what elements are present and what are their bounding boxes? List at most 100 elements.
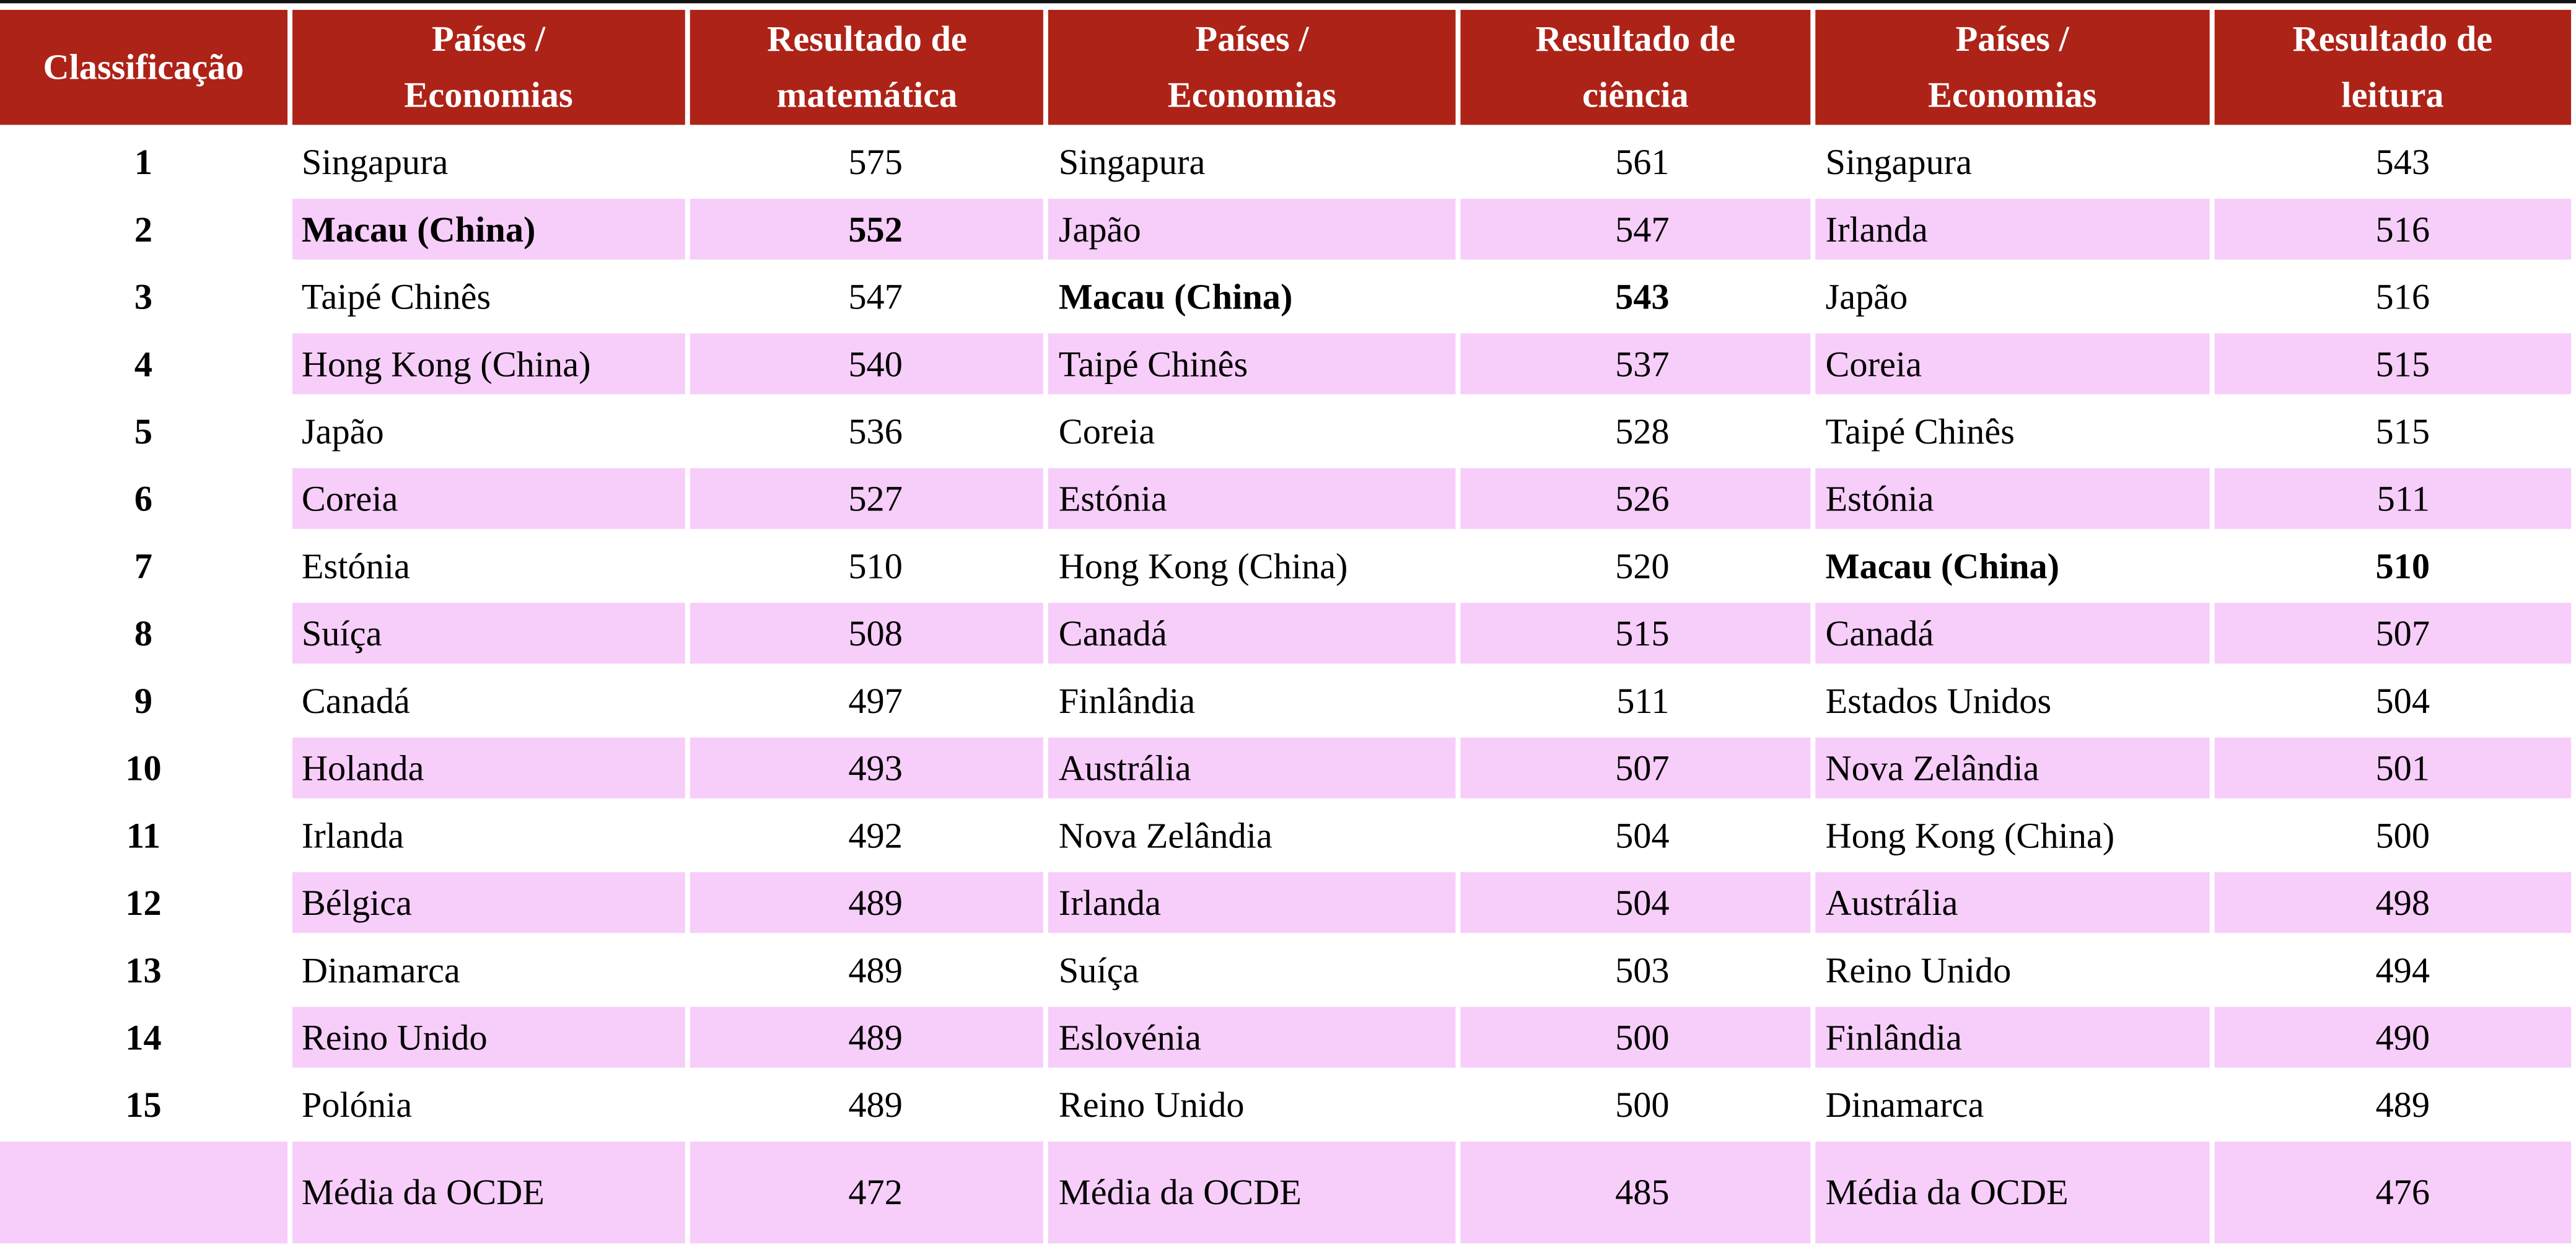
score-cell: 497 bbox=[848, 679, 903, 720]
table-row: 12 Bélgica 489 Irlanda 504 Austrália 498 bbox=[0, 872, 2572, 933]
country-cell: Suíça bbox=[291, 603, 686, 664]
rank-cell: 1 bbox=[134, 140, 153, 182]
country-cell: Dinamarca bbox=[301, 948, 460, 990]
country-cell: Nova Zelândia bbox=[1815, 737, 2209, 798]
country-cell: Polónia bbox=[301, 1083, 413, 1125]
country-cell: Austrália bbox=[1048, 737, 1456, 798]
header-sci-score: Resultado de ciência bbox=[1460, 9, 1811, 125]
score-cell: 489 bbox=[848, 948, 903, 990]
header-row: Classificação Países / Economias Resultad… bbox=[0, 9, 2572, 125]
score-cell: 508 bbox=[690, 603, 1044, 664]
rank-cell: 6 bbox=[134, 477, 153, 518]
score-cell: 575 bbox=[848, 140, 903, 182]
top-rule bbox=[0, 0, 2576, 4]
score-cell: 515 bbox=[2214, 333, 2572, 395]
country-cell: Suíça bbox=[1058, 948, 1139, 990]
score-cell: 504 bbox=[1615, 813, 1670, 855]
country-cell: Taipé Chinês bbox=[1825, 409, 2015, 451]
country-cell: Finlândia bbox=[1058, 679, 1196, 720]
score-cell: 493 bbox=[690, 737, 1044, 798]
country-cell: Finlândia bbox=[1815, 1007, 2209, 1068]
country-cell: Hong Kong (China) bbox=[291, 333, 686, 395]
ranking-table: Classificação Países / Economias Resultad… bbox=[0, 3, 2576, 1250]
score-cell: 561 bbox=[1615, 140, 1670, 182]
table-row: 1 Singapura 575 Singapura 561 Singapura 543 bbox=[0, 131, 2571, 192]
oecd-average-row: Média da OCDE 472 Média da OCDE 485 Média da… bbox=[0, 1142, 2572, 1244]
rank-cell: 2 bbox=[134, 208, 153, 249]
score-cell: 543 bbox=[1615, 275, 1670, 317]
score-cell: 537 bbox=[1460, 333, 1811, 395]
header-read-score: Resultado de leitura bbox=[2214, 9, 2572, 125]
score-cell: 507 bbox=[2214, 603, 2572, 664]
score-cell: 500 bbox=[2375, 813, 2430, 855]
country-cell: Estados Unidos bbox=[1825, 679, 2052, 720]
score-cell: 472 bbox=[690, 1142, 1044, 1244]
score-cell: 489 bbox=[690, 1007, 1044, 1068]
country-cell: Macau (China) bbox=[1058, 275, 1293, 317]
rank-cell: 3 bbox=[134, 275, 153, 317]
country-cell: Bélgica bbox=[291, 872, 686, 933]
country-cell: Reino Unido bbox=[1058, 1083, 1245, 1125]
country-cell: Canadá bbox=[1815, 603, 2209, 664]
score-cell: 500 bbox=[1615, 1083, 1670, 1125]
score-cell: 528 bbox=[1615, 409, 1670, 451]
score-cell: 520 bbox=[1615, 544, 1670, 586]
country-cell: Média da OCDE bbox=[1048, 1142, 1456, 1244]
rank-cell: 14 bbox=[125, 1016, 162, 1057]
table-row: 7 Estónia 510 Hong Kong (China) 520 Macau (Ch… bbox=[0, 535, 2571, 596]
rank-cell: 13 bbox=[125, 948, 162, 990]
table-row: 3 Taipé Chinês 547 Macau (China) 543 Japão 516 bbox=[0, 266, 2571, 327]
score-cell: 485 bbox=[1460, 1142, 1811, 1244]
rank-cell: 4 bbox=[134, 342, 153, 384]
country-cell: Canadá bbox=[301, 679, 410, 720]
table-row: 5 Japão 536 Coreia 528 Taipé Chinês 515 bbox=[0, 401, 2571, 461]
table-row: 2 Macau (China) 552 Japão 547 Irlanda 516 bbox=[0, 198, 2572, 260]
rank-cell: 12 bbox=[125, 881, 162, 922]
score-cell: 515 bbox=[2375, 409, 2430, 451]
country-cell: Austrália bbox=[1815, 872, 2209, 933]
country-cell: Singapura bbox=[301, 140, 449, 182]
table-row: 10 Holanda 493 Austrália 507 Nova Zelândia 501 bbox=[0, 737, 2572, 798]
header-rank: Classificação bbox=[0, 9, 287, 125]
rank-cell: 8 bbox=[134, 611, 153, 653]
country-cell: Eslovénia bbox=[1048, 1007, 1456, 1068]
rank-cell: 9 bbox=[134, 679, 153, 720]
country-cell: Taipé Chinês bbox=[1048, 333, 1456, 395]
country-cell: Singapura bbox=[1825, 140, 1973, 182]
rank-cell: 5 bbox=[134, 409, 153, 451]
score-cell: 543 bbox=[2375, 140, 2430, 182]
country-cell: Macau (China) bbox=[1825, 544, 2060, 586]
score-cell: 540 bbox=[690, 333, 1044, 395]
rank-cell: 10 bbox=[125, 746, 162, 788]
country-cell: Japão bbox=[1825, 275, 1908, 317]
country-cell: Média da OCDE bbox=[1815, 1142, 2209, 1244]
country-cell: Dinamarca bbox=[1825, 1083, 1984, 1125]
country-cell: Estónia bbox=[1815, 468, 2209, 529]
score-cell: 510 bbox=[848, 544, 903, 586]
table-row: 6 Coreia 527 Estónia 526 Estónia 511 bbox=[0, 468, 2572, 529]
table-row: 13 Dinamarca 489 Suíça 503 Reino Unido 494 bbox=[0, 940, 2571, 1000]
country-cell: Coreia bbox=[291, 468, 686, 529]
score-cell: 516 bbox=[2375, 275, 2430, 317]
score-cell: 507 bbox=[1460, 737, 1811, 798]
country-cell: Coreia bbox=[1058, 409, 1155, 451]
score-cell: 547 bbox=[848, 275, 903, 317]
score-cell: 547 bbox=[1460, 198, 1811, 260]
score-cell: 498 bbox=[2214, 872, 2572, 933]
score-cell: 503 bbox=[1615, 948, 1670, 990]
table-row: 4 Hong Kong (China) 540 Taipé Chinês 537 Core… bbox=[0, 333, 2572, 395]
country-cell: Reino Unido bbox=[291, 1007, 686, 1068]
country-cell: Irlanda bbox=[301, 813, 405, 855]
score-cell: 552 bbox=[690, 198, 1044, 260]
rank-cell: 15 bbox=[125, 1083, 162, 1125]
country-cell: Estónia bbox=[1048, 468, 1456, 529]
header-sci-country: Países / Economias bbox=[1048, 9, 1456, 125]
country-cell: Irlanda bbox=[1815, 198, 2209, 260]
country-cell: Macau (China) bbox=[291, 198, 686, 260]
rank-cell bbox=[0, 1142, 287, 1244]
score-cell: 516 bbox=[2214, 198, 2572, 260]
score-cell: 494 bbox=[2375, 948, 2430, 990]
country-cell: Japão bbox=[1048, 198, 1456, 260]
country-cell: Japão bbox=[301, 409, 384, 451]
